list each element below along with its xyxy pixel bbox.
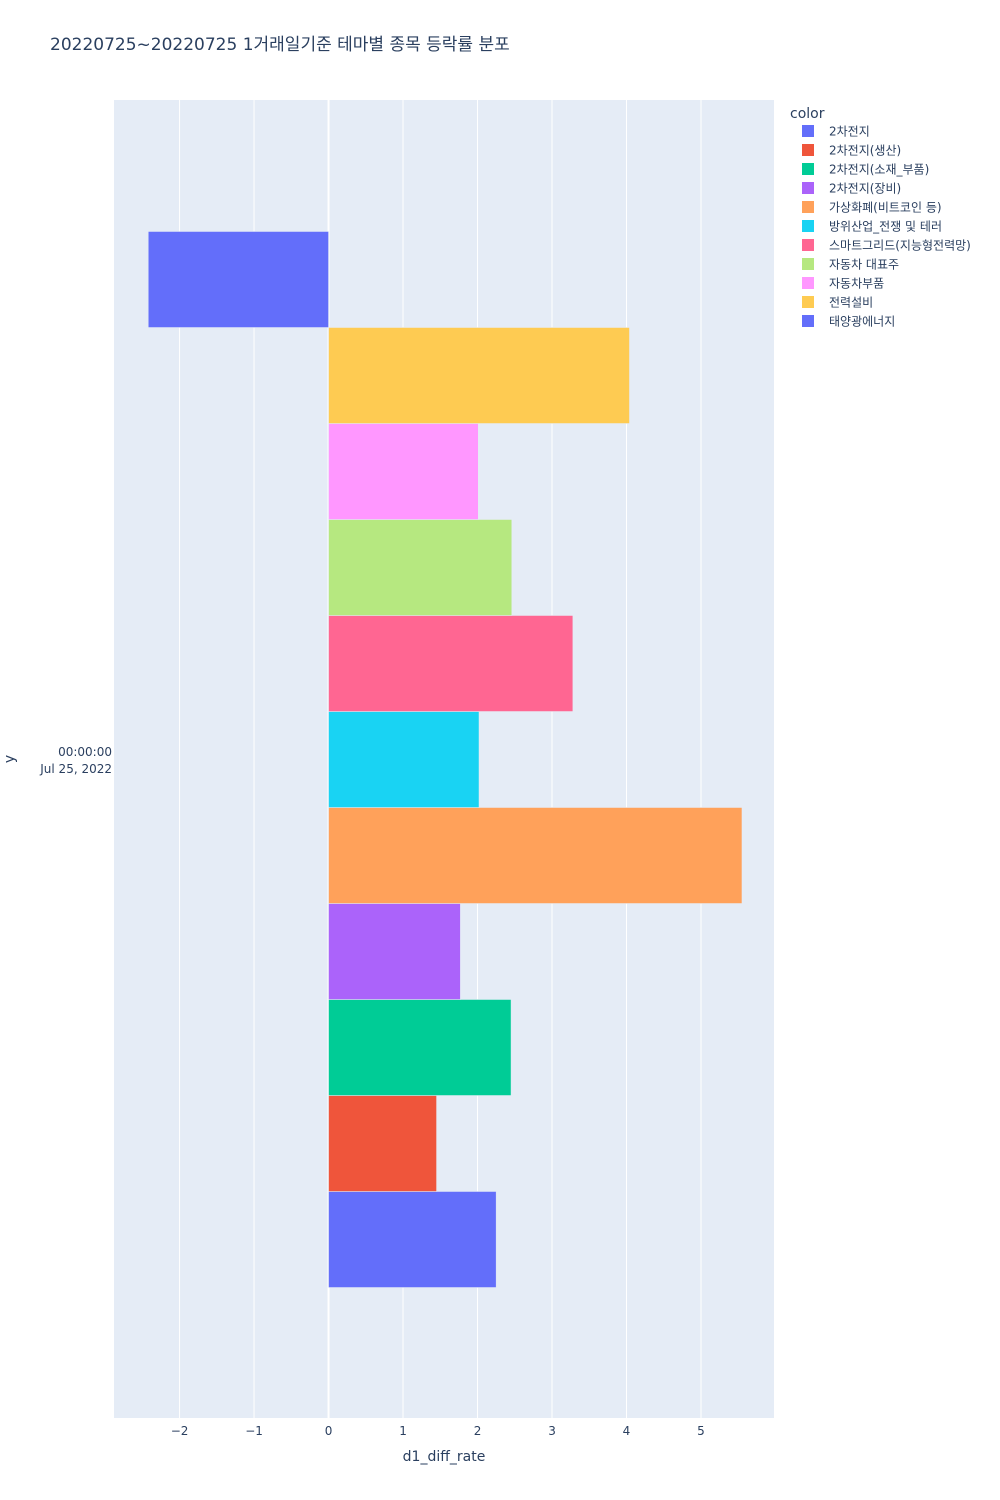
bar-2[interactable] (328, 1095, 437, 1192)
bar-9[interactable] (328, 423, 479, 520)
bars (148, 231, 743, 1288)
legend-swatch[interactable] (802, 258, 814, 270)
legend-label[interactable]: 자동차부품 (829, 277, 884, 291)
bar-4[interactable] (328, 903, 461, 1000)
legend-label[interactable]: 2차전지(생산) (829, 144, 901, 158)
legend-swatch[interactable] (802, 277, 814, 289)
legend-label[interactable]: 2차전지(소재_부품) (829, 163, 929, 177)
legend-swatch[interactable] (802, 144, 814, 156)
x-tick-label: −1 (245, 1424, 263, 1438)
chart-title: 20220725~20220725 1거래일기준 테마별 종목 등락률 분포 (50, 35, 510, 55)
y-tick-label-date: Jul 25, 2022 (39, 762, 112, 776)
bar-10[interactable] (328, 327, 630, 424)
legend-title: color (790, 106, 825, 122)
legend-label[interactable]: 2차전지(장비) (829, 182, 901, 196)
legend-swatch[interactable] (802, 315, 814, 327)
legend-swatch[interactable] (802, 239, 814, 251)
bar-3[interactable] (328, 999, 512, 1096)
legend-label[interactable]: 스마트그리드(지능형전력망) (829, 239, 971, 253)
bar-8[interactable] (328, 519, 513, 616)
bar-7[interactable] (328, 615, 574, 712)
bar-1[interactable] (328, 1191, 497, 1288)
x-axis-title: d1_diff_rate (403, 1449, 486, 1465)
x-tick-label: 3 (548, 1424, 556, 1438)
legend-label[interactable]: 가상화폐(비트코인 등) (829, 201, 942, 215)
legend-label[interactable]: 자동차 대표주 (829, 258, 899, 272)
x-tick-label: 0 (325, 1424, 333, 1438)
x-tick-label: 5 (697, 1424, 705, 1438)
legend-swatch[interactable] (802, 296, 814, 308)
bar-11[interactable] (148, 231, 329, 328)
legend-label[interactable]: 2차전지 (829, 125, 870, 139)
legend-label[interactable]: 태양광에너지 (829, 315, 895, 329)
x-axis-ticks: −2 −1 0 1 2 3 4 5 (171, 1424, 705, 1438)
legend-label[interactable]: 전력설비 (829, 296, 873, 310)
legend-swatch[interactable] (802, 201, 814, 213)
legend: color 2차전지 2차전지(생산) 2차전지(소재_부품) 2차전지(장비) 가상화… (790, 106, 971, 329)
x-tick-label: 4 (623, 1424, 631, 1438)
bar-6[interactable] (328, 711, 480, 808)
x-tick-label: 2 (474, 1424, 482, 1438)
y-axis-category: 00:00:00 Jul 25, 2022 (39, 745, 112, 776)
legend-swatch[interactable] (802, 220, 814, 232)
bar-5[interactable] (328, 807, 743, 904)
legend-swatch[interactable] (802, 125, 814, 137)
legend-swatch[interactable] (802, 182, 814, 194)
y-tick-label-time: 00:00:00 (58, 745, 112, 759)
legend-label[interactable]: 방위산업_전쟁 및 테러 (829, 220, 942, 234)
y-axis-title: y (2, 755, 18, 763)
legend-swatch[interactable] (802, 163, 814, 175)
x-tick-label: −2 (171, 1424, 189, 1438)
x-tick-label: 1 (399, 1424, 407, 1438)
